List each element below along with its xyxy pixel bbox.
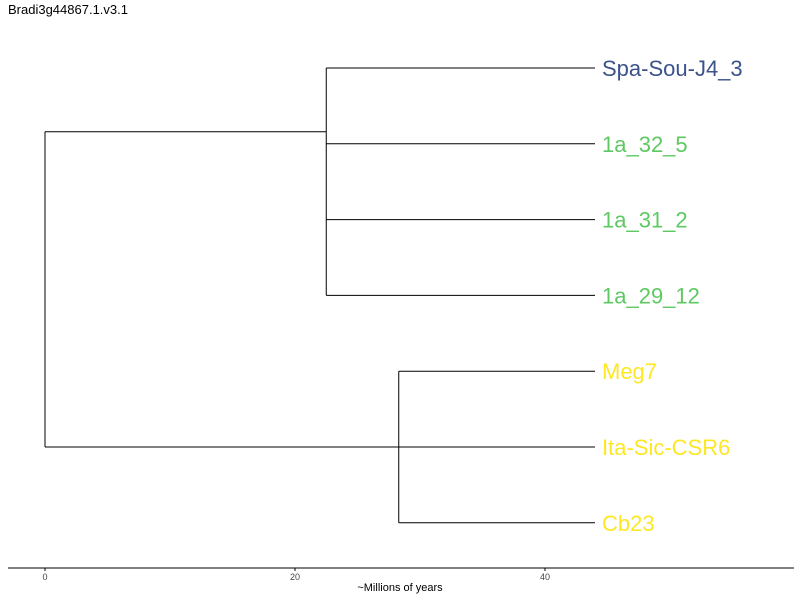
x-axis-label: ~Millions of years — [357, 582, 443, 594]
chart-title: Bradi3g44867.1.v3.1 — [8, 2, 128, 17]
tip-label-4: 1a_29_12 — [602, 283, 700, 308]
tip-label-1: Spa-Sou-J4_3 — [602, 56, 743, 81]
tip-label-6: Ita-Sic-CSR6 — [602, 435, 730, 460]
tip-label-3: 1a_31_2 — [602, 208, 688, 233]
tip-label-2: 1a_32_5 — [602, 132, 688, 157]
tip-label-7: Cb23 — [602, 511, 655, 536]
x-tick-label-0: 0 — [42, 572, 47, 582]
x-tick-label-40: 40 — [540, 572, 550, 582]
tip-label-5: Meg7 — [602, 359, 657, 384]
x-tick-label-20: 20 — [290, 572, 300, 582]
